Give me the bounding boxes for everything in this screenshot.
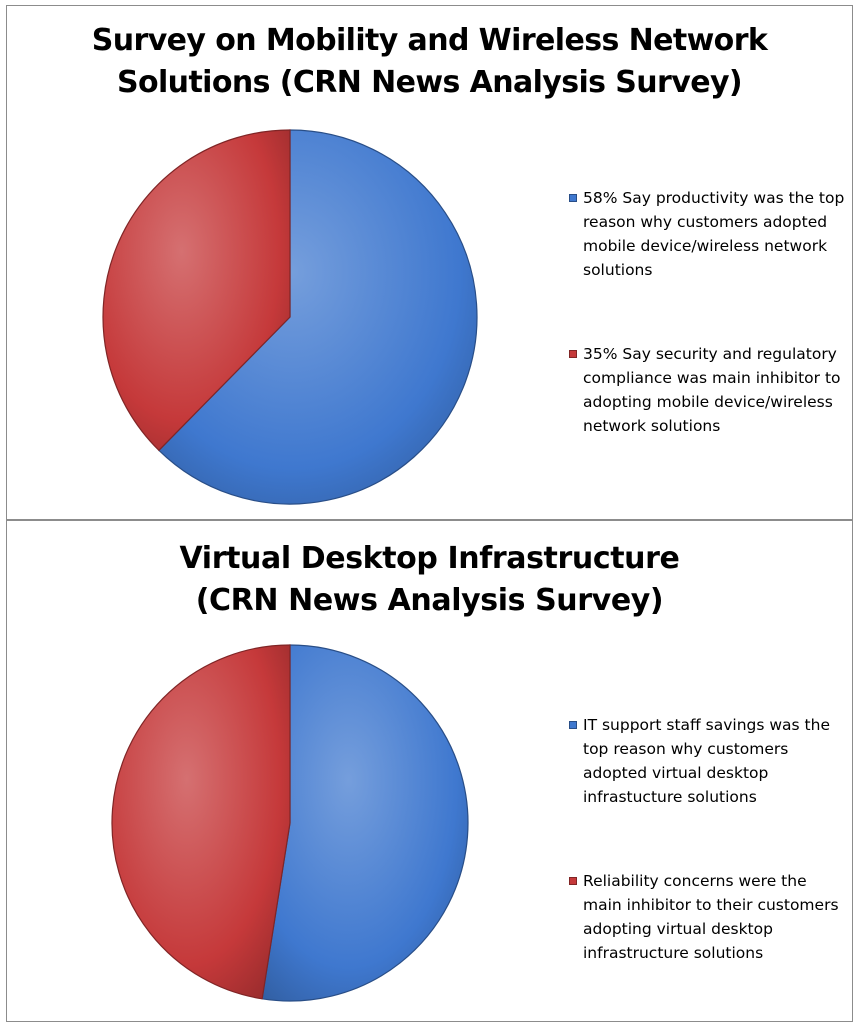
legend-label-line: network solutions [583,417,721,435]
legend-item: IT support staff savings was the top rea… [569,713,849,809]
chart-title-line: Solutions (CRN News Analysis Survey) [116,65,743,100]
legend-label-line: adopted virtual desktop [583,764,769,782]
legend-item: 35% Say security and regulatory complian… [569,342,849,438]
legend-label-line: top reason why customers [583,740,789,758]
legend: 58% Say productivity was the top reason … [569,186,849,498]
pie-chart-vdi [111,644,469,1002]
legend-swatch-blue [569,194,577,202]
legend-item: 58% Say productivity was the top reason … [569,186,849,282]
pie-slice-1 [158,129,478,505]
legend-label-line: infrastructure solutions [583,944,764,962]
legend-label-line: main inhibitor to their customers [583,896,839,914]
legend-label-line: adopting virtual desktop [583,920,773,938]
chart-title-line: (CRN News Analysis Survey) [195,583,664,618]
pie-chart-mobility [102,129,478,505]
pie-slice-1 [261,644,469,1002]
legend-label-line: IT support staff savings was the [583,716,830,734]
legend-label-line: 58% Say productivity was the top [583,189,845,207]
pie-slice-2 [102,129,291,452]
legend-label-line: Reliability concerns were the [583,872,807,890]
legend-label-line: mobile device/wireless network [583,237,828,255]
legend-swatch-red [569,877,577,885]
legend-item: Reliability concerns were the main inhib… [569,869,849,965]
legend-label-line: infrastucture solutions [583,788,757,806]
legend-label-line: adopting mobile device/wireless [583,393,833,411]
chart-title-line: Survey on Mobility and Wireless Network [91,23,768,58]
chart-title: Virtual Desktop Infrastructure (CRN News… [7,538,852,622]
legend-label-line: reason why customers adopted [583,213,828,231]
legend-label-line: compliance was main inhibitor to [583,369,841,387]
chart-panel-mobility: Survey on Mobility and Wireless Network … [6,5,853,520]
legend: IT support staff savings was the top rea… [569,713,849,1025]
legend-swatch-red [569,350,577,358]
legend-label-line: 35% Say security and regulatory [583,345,837,363]
chart-title-line: Virtual Desktop Infrastructure [179,541,680,576]
legend-label-line: solutions [583,261,653,279]
pie-slice-2 [111,644,291,1000]
chart-title: Survey on Mobility and Wireless Network … [7,20,852,104]
legend-swatch-blue [569,721,577,729]
chart-panel-vdi: Virtual Desktop Infrastructure (CRN News… [6,520,853,1022]
